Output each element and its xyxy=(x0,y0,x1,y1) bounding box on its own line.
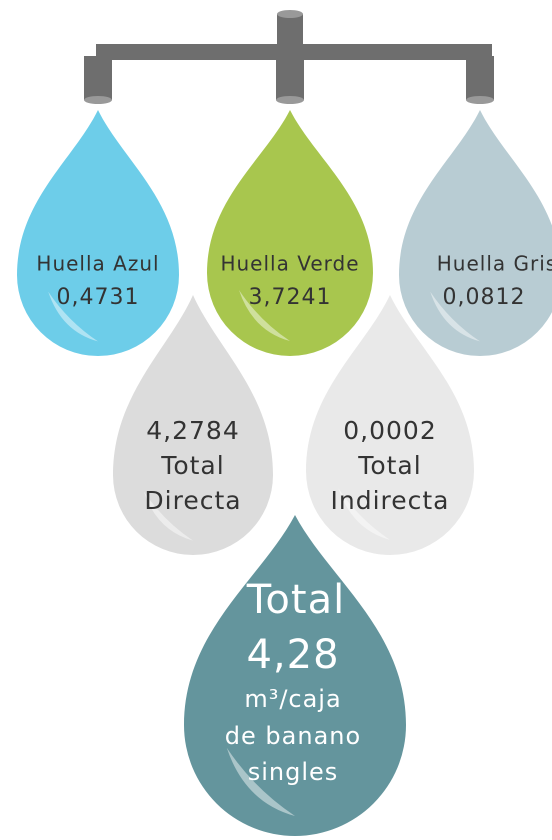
drop-label: Huella Verde xyxy=(220,252,359,276)
drop-label: Huella Gris xyxy=(437,252,552,276)
drop-value: 0,4731 xyxy=(57,285,140,310)
drop-label: Indirecta xyxy=(330,486,449,515)
total-title: Total xyxy=(246,577,345,623)
total-unit: m³/caja xyxy=(244,685,341,713)
pipe-cap xyxy=(277,10,303,18)
pipe-cap xyxy=(84,96,112,104)
pipe-cap xyxy=(276,96,304,104)
drop-value: 4,2784 xyxy=(146,416,239,445)
drop-value: 3,7241 xyxy=(249,285,332,310)
pipe xyxy=(84,56,112,100)
drop-value: 0,0812 xyxy=(443,285,526,310)
pipe xyxy=(276,56,304,100)
drop xyxy=(399,110,552,356)
pipe xyxy=(277,14,303,48)
drop-label: Huella Azul xyxy=(36,252,159,276)
pipes xyxy=(84,10,494,104)
pipe xyxy=(466,56,494,100)
drop-label: Total xyxy=(357,451,421,480)
total-unit: singles xyxy=(248,758,339,786)
drop-label: Total xyxy=(160,451,224,480)
infographic: Huella Azul 0,4731 Huella Verde 3,7241 H… xyxy=(0,0,552,840)
drop xyxy=(17,110,179,356)
drop xyxy=(207,110,373,356)
pipe-cap xyxy=(466,96,494,104)
drop-label: Directa xyxy=(144,486,241,515)
drop-value: 0,0002 xyxy=(343,416,436,445)
total-unit: de banano xyxy=(225,722,361,750)
total-value: 4,28 xyxy=(246,632,339,678)
